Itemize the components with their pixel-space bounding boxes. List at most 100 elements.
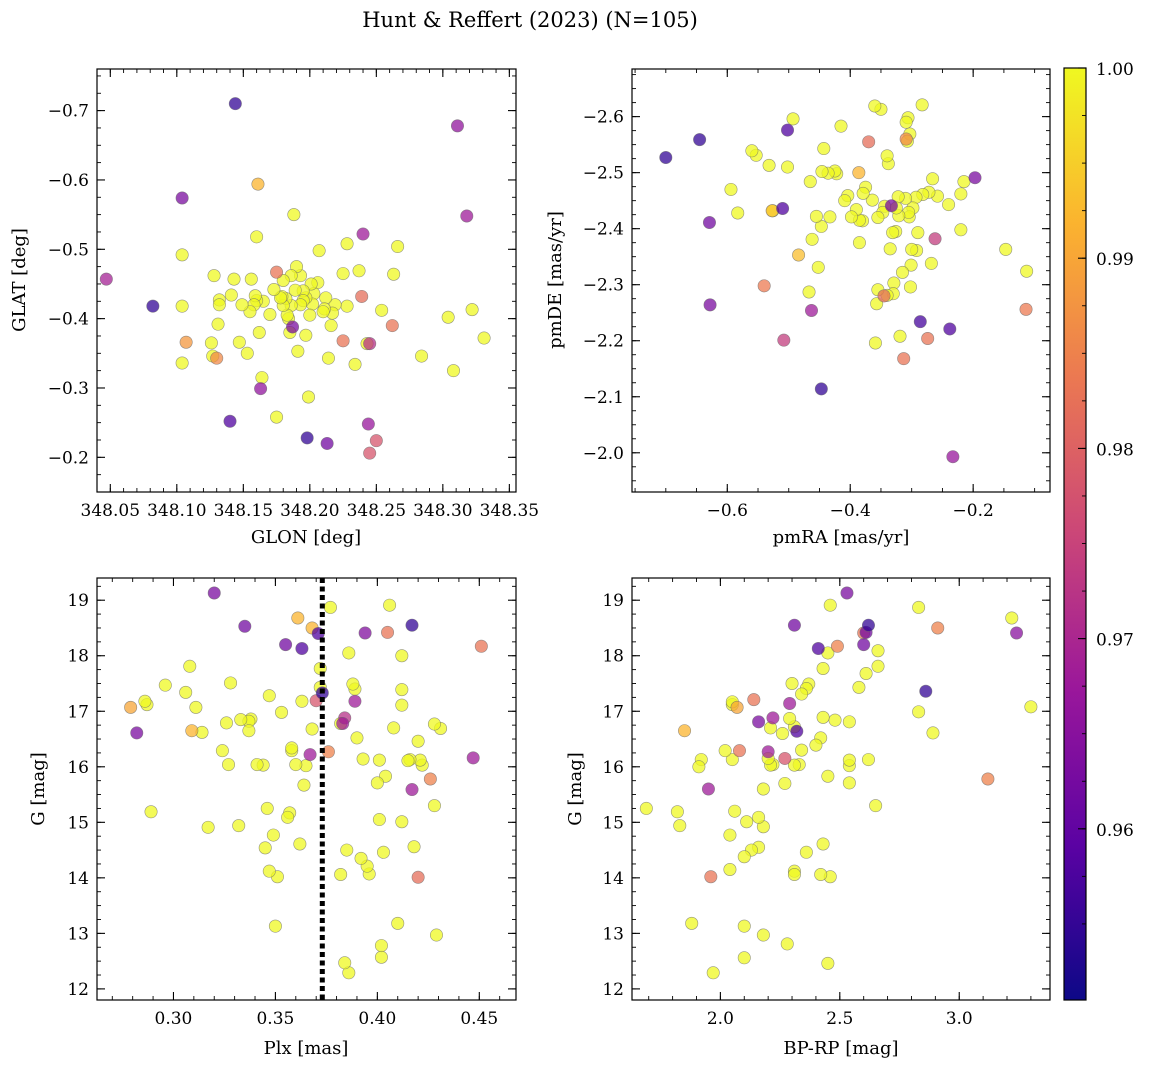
scatter-point [1010,626,1024,640]
scatter-point [786,112,800,126]
scatter-point [725,753,739,767]
scatter-point [815,165,829,179]
scatter-point [244,272,258,286]
x-tick-label: 0.45 [460,1009,498,1029]
y-tick-label: −0.2 [48,448,89,468]
x-axis-label: Plx [mas] [264,1038,349,1059]
x-tick-label: 0.40 [358,1009,396,1029]
scatter-point [363,446,377,460]
scatter-point [262,864,276,878]
scatter-point [288,283,302,297]
scatter-point [183,659,197,673]
scatter-point [737,951,751,965]
scatter-point [852,680,866,694]
y-tick-label: −0.7 [48,102,89,122]
axes-frame [631,577,1051,1001]
scatter-point [301,390,315,404]
scatter-point [897,352,911,366]
scatter-point [946,450,960,464]
scatter-point [338,956,352,970]
scatter-point [883,242,897,256]
y-tick-label: 17 [67,702,89,722]
scatter-point [880,149,894,163]
scatter-point [926,726,940,740]
scatter-point [350,731,364,745]
scatter-points [99,97,491,460]
scatter-point [303,308,317,322]
scatter-point [415,349,429,363]
scatter-point [334,868,348,882]
scatter-point [816,837,830,851]
x-axis-label: BP-RP [mag] [783,1038,898,1059]
y-tick-label: 16 [602,758,624,778]
scatter-point [737,850,751,864]
scatter-point [862,135,876,149]
scatter-point [757,279,771,293]
scatter-points [659,98,1034,464]
scatter-point [251,177,265,191]
scatter-point [685,916,699,930]
scatter-point [441,310,455,324]
scatter-point [179,685,193,699]
scatter-point [732,744,746,758]
scatter-point [227,272,241,286]
scatter-point [730,700,744,714]
scatter-point [778,776,792,790]
scatter-point [852,236,866,250]
scatter-point [297,778,311,792]
scatter-point [842,715,856,729]
scatter-point [361,417,375,431]
scatter-point [175,356,189,370]
scatter-point [387,267,401,281]
scatter-point [783,696,797,710]
scatter-points [124,586,488,980]
scatter-point [372,753,386,767]
scatter-point [474,639,488,653]
y-tick-label: −2.3 [583,276,624,296]
x-tick-label: 348.25 [347,501,406,521]
scatter-point [781,160,795,174]
scatter-point [374,950,388,964]
scatter-point [215,744,229,758]
scatter-point [374,939,388,953]
scatter-point [303,748,317,762]
scatter-point [405,618,419,632]
scatter-point [223,414,237,428]
scatter-point [1005,611,1019,625]
scatter-point [211,317,225,331]
scatter-point [706,966,720,980]
scatter-point [838,194,852,208]
x-tick-label: −0.4 [830,501,871,521]
scatter-point [981,772,995,786]
scatter-point [207,586,221,600]
scatter-point [842,776,856,790]
scatter-point [817,142,831,156]
scatter-point [731,206,745,220]
scatter-point [291,611,305,625]
scatter-point [391,240,405,254]
scatter-point [823,598,837,612]
scatter-point [766,711,780,725]
y-axis-label: pmDE [mas/yr] [545,211,566,349]
scatter-point [369,434,383,448]
y-tick-label: −2.4 [583,220,624,240]
scatter-point [871,210,885,224]
scatter-point [999,242,1013,256]
colorbar-tick-label: 0.97 [1096,631,1134,651]
scatter-point [348,694,362,708]
scatter-point [673,819,687,833]
scatter-point [893,329,907,343]
x-axis-label: pmRA [mas/yr] [773,527,910,548]
scatter-point [300,431,314,445]
scatter-point [811,642,825,656]
x-tick-label: 3.0 [946,1009,973,1029]
scatter-point [336,267,350,281]
colorbar-tick-label: 0.98 [1096,440,1134,460]
scatter-point [446,364,460,378]
scatter-point [465,303,479,317]
scatter-point [250,230,264,244]
scatter-point [745,144,759,158]
scatter-point [723,828,737,842]
scatter-point [285,741,299,755]
y-tick-label: 13 [67,924,89,944]
